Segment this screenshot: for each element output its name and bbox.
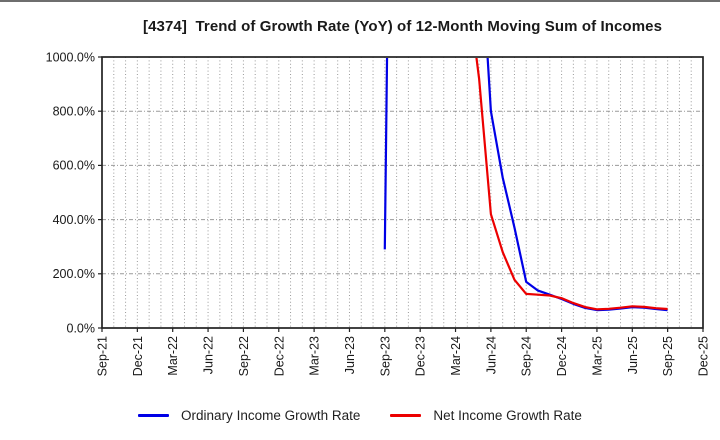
net-income-line	[475, 58, 668, 311]
x-tick-label: Sep-22	[237, 336, 251, 376]
x-tick-label: Mar-25	[590, 336, 604, 376]
legend-item-net-income: Net Income Growth Rate	[390, 408, 582, 423]
net-income-line-swatch	[390, 414, 422, 417]
y-tick-label: 400.0%	[53, 213, 95, 227]
x-tick-label: Dec-25	[697, 336, 711, 376]
x-tick-label: Sep-23	[378, 336, 392, 376]
legend-label-ordinary-income: Ordinary Income Growth Rate	[181, 408, 361, 423]
x-tick-label: Jun-22	[202, 336, 216, 374]
x-tick-label: Dec-24	[555, 336, 569, 376]
x-tick-label: Dec-21	[131, 336, 145, 376]
y-tick-label: 0.0%	[67, 321, 96, 335]
plot-border	[101, 56, 704, 329]
x-tick-label: Sep-21	[96, 336, 110, 376]
legend-item-ordinary-income: Ordinary Income Growth Rate	[138, 408, 360, 423]
x-tick-label: Jun-25	[626, 336, 640, 374]
ordinary-income-line-swatch	[138, 414, 170, 417]
x-tick-label: Jun-24	[484, 336, 498, 374]
x-tick-label: Mar-23	[308, 336, 322, 376]
x-tick-label: Dec-22	[272, 336, 286, 376]
x-tick-label: Sep-25	[661, 336, 675, 376]
y-tick-label: 200.0%	[53, 267, 95, 281]
chart-title: [4374] Trend of Growth Rate (YoY) of 12-…	[142, 18, 663, 35]
x-tick-label: Jun-23	[343, 336, 357, 374]
legend: Ordinary Income Growth Rate Net Income G…	[0, 408, 720, 423]
y-tick-label: 1000.0%	[46, 50, 95, 64]
x-tick-label: Mar-24	[449, 336, 463, 376]
x-tick-label: Sep-24	[520, 336, 534, 376]
x-tick-label: Mar-22	[166, 336, 180, 376]
y-tick-label: 600.0%	[53, 159, 95, 173]
legend-label-net-income: Net Income Growth Rate	[433, 408, 582, 423]
x-tick-label: Dec-23	[414, 336, 428, 376]
y-tick-label: 800.0%	[53, 105, 95, 119]
